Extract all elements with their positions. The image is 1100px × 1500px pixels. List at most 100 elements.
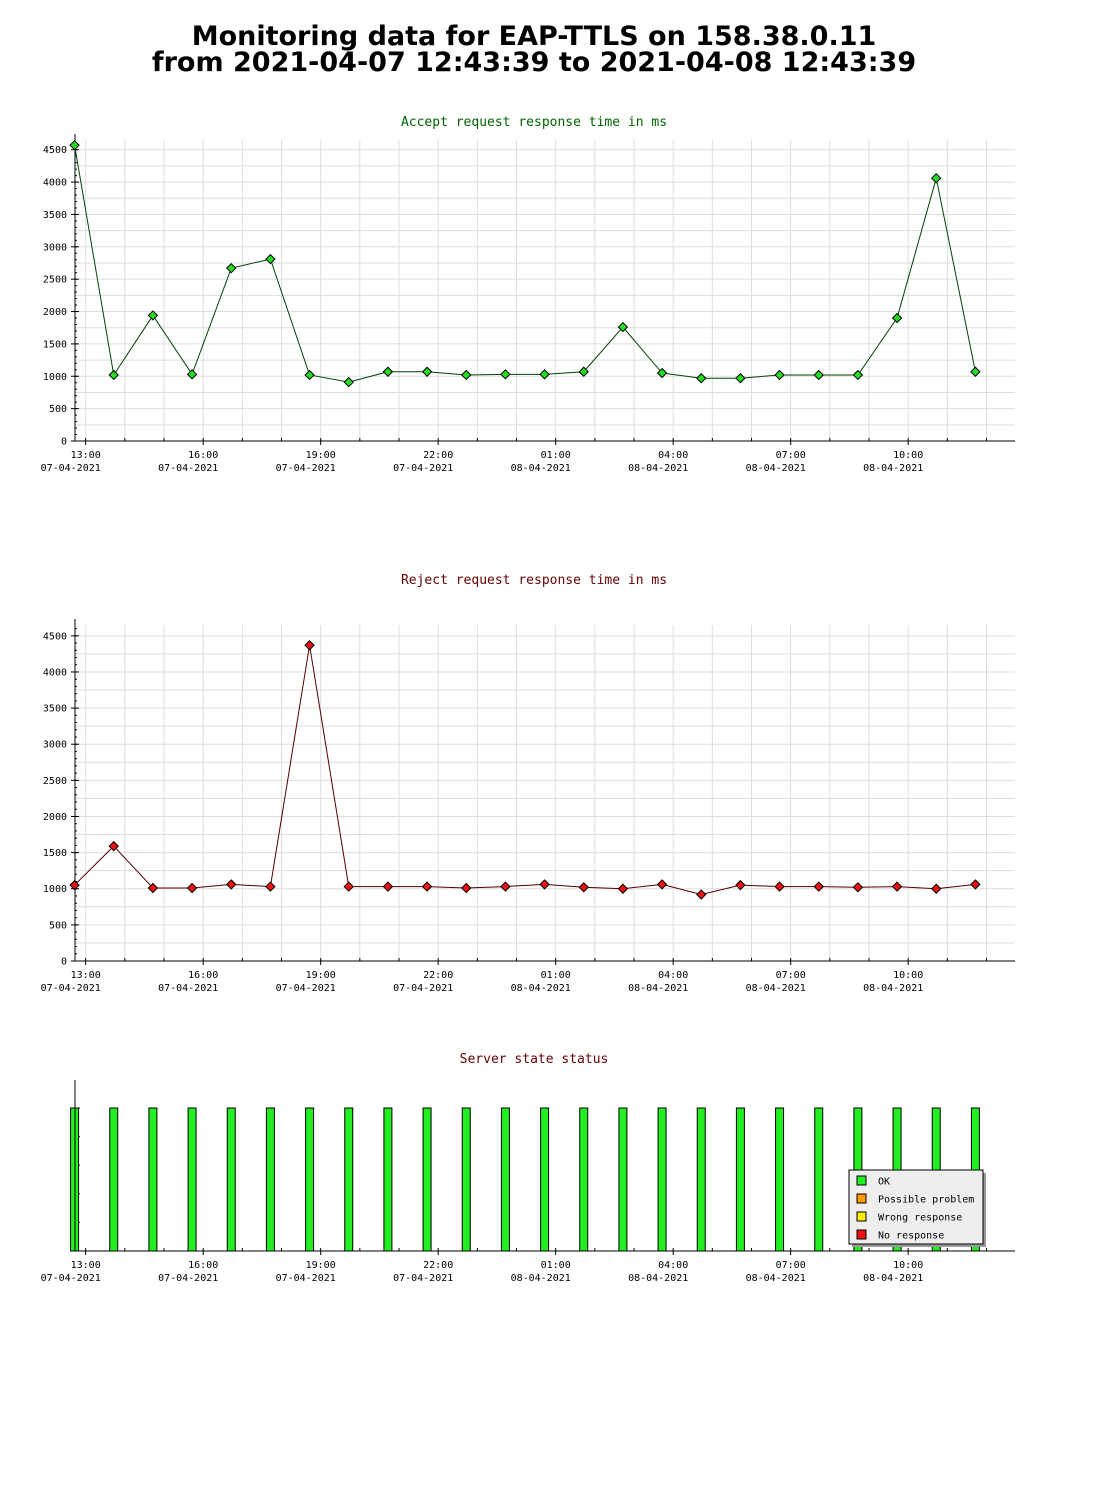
x-tick-date-label: 08-04-2021 [628,1273,688,1284]
status-bar [500,1107,510,1252]
legend-label: Wrong response [878,1213,962,1224]
y-tick-label: 2500 [43,275,67,286]
x-tick-time-label: 04:00 [658,1260,688,1271]
page-title-line-1: Monitoring data for EAP-TTLS on 158.38.0… [191,21,877,52]
status-chart-title: Server state status [460,1052,609,1067]
status-bar [579,1107,589,1252]
data-point [656,879,668,890]
x-tick-time-label: 16:00 [188,970,218,981]
y-tick-label: 500 [49,404,67,415]
x-tick-date-label: 07-04-2021 [158,1273,218,1284]
data-point [108,369,119,381]
data-point [304,369,315,381]
status-bar [265,1107,275,1252]
y-tick-label: 3000 [43,740,67,751]
y-tick-label: 4000 [43,667,67,678]
status-bar [422,1107,432,1252]
y-tick-label: 4000 [43,178,67,189]
reject-chart-title: Reject request response time in ms [401,573,667,588]
data-point [186,369,198,380]
data-point [421,366,433,377]
legend-swatch [856,1211,867,1222]
data-point [539,369,550,380]
status-bar [383,1107,393,1252]
x-tick-time-label: 16:00 [188,1260,218,1271]
x-tick-time-label: 07:00 [776,1260,806,1271]
x-tick-date-label: 07-04-2021 [276,983,336,994]
data-point [539,879,550,890]
x-tick-time-label: 19:00 [306,970,336,981]
y-tick-label: 2000 [43,812,67,823]
accept-chart-title: Accept request response time in ms [401,115,667,130]
x-tick-time-label: 01:00 [541,450,571,461]
data-point [656,367,668,379]
data-point [69,139,80,151]
server-status-chart: Server state status 13:00 07-04-2021 16:00… [41,1052,1015,1284]
x-tick-date-label: 07-04-2021 [41,463,101,474]
x-tick-time-label: 16:00 [188,450,218,461]
status-bar [540,1107,550,1252]
data-point [461,369,472,381]
x-tick-date-label: 08-04-2021 [863,1273,923,1284]
data-point [265,881,276,892]
x-tick-time-label: 04:00 [658,970,688,981]
x-tick-date-label: 08-04-2021 [628,463,688,474]
data-point [774,369,785,381]
x-tick-time-label: 13:00 [71,1260,101,1271]
status-bar [344,1107,354,1252]
x-tick-time-label: 19:00 [306,1260,336,1271]
status-bar [735,1107,745,1252]
y-tick-label: 0 [61,437,67,448]
y-tick-label: 1000 [43,372,67,383]
data-point [931,883,942,894]
y-tick-label: 4500 [43,631,67,642]
series-line [74,145,976,383]
data-point [970,366,981,377]
y-tick-label: 2500 [43,776,67,787]
x-tick-time-label: 07:00 [776,970,806,981]
data-point [343,881,354,892]
data-point [774,881,785,892]
y-tick-label: 1500 [43,339,67,350]
status-bar [461,1107,471,1252]
x-tick-date-label: 07-04-2021 [393,463,453,474]
status-bar [226,1107,236,1252]
data-point [891,881,903,892]
data-point [735,879,746,891]
x-tick-date-label: 07-04-2021 [393,983,453,994]
x-tick-date-label: 08-04-2021 [746,463,806,474]
data-point [382,881,394,892]
y-tick-label: 3500 [43,210,67,221]
data-point [617,321,629,333]
x-tick-date-label: 08-04-2021 [746,983,806,994]
data-point [696,889,707,900]
data-point [500,369,511,380]
legend-label: OK [878,1177,890,1188]
data-point [421,881,433,892]
x-tick-date-label: 07-04-2021 [276,463,336,474]
status-bar [618,1107,628,1252]
data-point [852,882,864,893]
y-tick-label: 0 [61,957,67,968]
data-point [578,366,589,377]
data-point [186,882,198,894]
status-bar [148,1107,158,1252]
legend-swatch [856,1175,867,1186]
x-tick-date-label: 08-04-2021 [628,983,688,994]
x-tick-time-label: 07:00 [776,450,806,461]
x-tick-time-label: 01:00 [541,1260,571,1271]
legend-label: No response [878,1231,944,1242]
legend-swatch [856,1193,867,1204]
x-tick-date-label: 07-04-2021 [41,1273,101,1284]
x-tick-date-label: 08-04-2021 [511,1273,571,1284]
status-bar [775,1107,785,1252]
x-tick-time-label: 01:00 [541,970,571,981]
status-bar [814,1107,824,1252]
data-point [813,369,824,381]
data-point [578,882,589,893]
x-tick-date-label: 08-04-2021 [746,1273,806,1284]
y-tick-label: 3500 [43,704,67,715]
data-point [226,879,237,890]
x-tick-time-label: 22:00 [423,1260,453,1271]
data-point [108,840,119,852]
